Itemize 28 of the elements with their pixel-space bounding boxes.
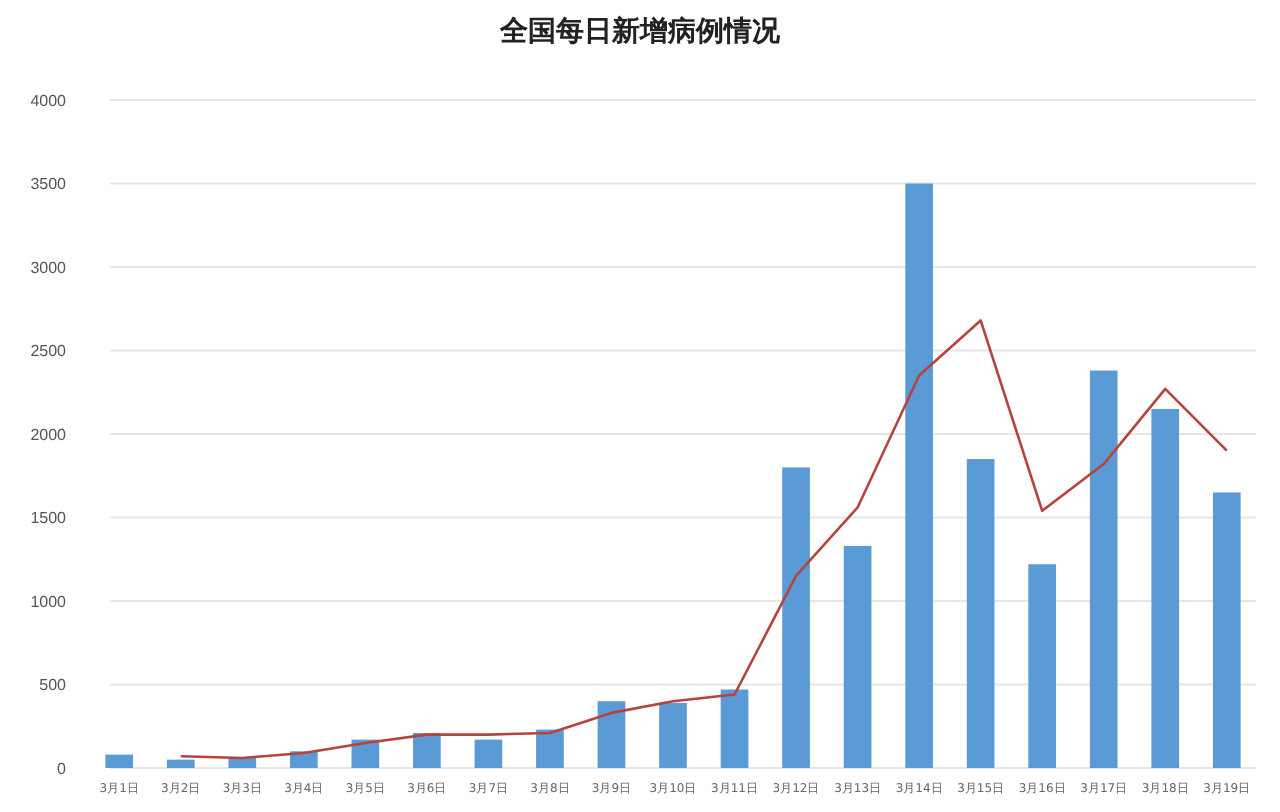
bar	[1212, 492, 1241, 768]
bar	[1028, 564, 1057, 768]
y-tick-label: 2000	[30, 425, 68, 444]
line-series	[179, 319, 1229, 760]
bar	[966, 459, 995, 768]
y-tick-label: 1500	[30, 509, 68, 528]
bar	[1151, 408, 1180, 768]
y-tick-label: 2500	[30, 342, 68, 361]
bar	[720, 689, 749, 768]
y-tick-label: 3500	[30, 175, 68, 194]
bar	[474, 739, 503, 768]
chart-title: 全国每日新增病例情况	[498, 14, 782, 48]
y-tick-label: 3000	[30, 258, 68, 277]
bar	[905, 183, 933, 768]
bar	[597, 701, 626, 768]
bar	[659, 702, 687, 768]
bar	[413, 732, 441, 768]
bar	[782, 467, 810, 768]
y-tick-label: 1000	[30, 592, 68, 611]
bar	[536, 729, 564, 768]
bar	[843, 545, 872, 768]
y-tick-label: 500	[39, 676, 68, 695]
y-tick-label: 4000	[30, 91, 68, 110]
bar	[105, 754, 134, 768]
bar	[166, 759, 195, 768]
y-tick-label: 0	[57, 759, 68, 778]
bar	[1089, 370, 1118, 768]
bar	[228, 757, 257, 768]
